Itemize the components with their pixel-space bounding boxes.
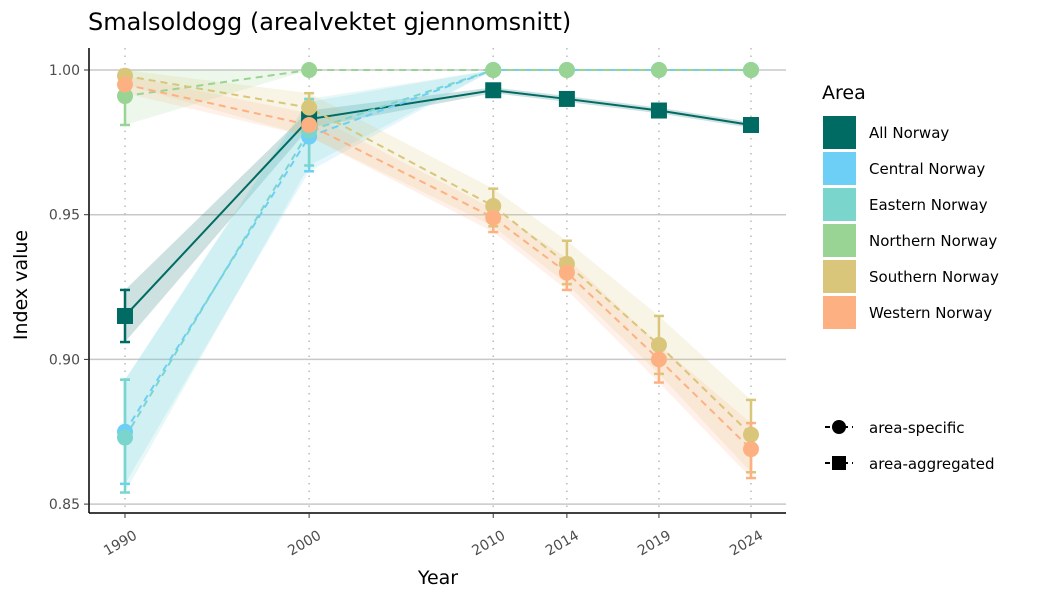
data-point-circle <box>485 209 502 226</box>
y-tick-label: 0.90 <box>49 352 80 368</box>
series-lines <box>124 69 752 450</box>
series-line <box>124 83 752 450</box>
legend-swatch <box>823 116 856 149</box>
legend-title: Area <box>822 82 866 104</box>
ci-ribbon <box>125 70 751 125</box>
data-point-square <box>743 116 759 133</box>
ci-ribbon <box>125 70 751 484</box>
data-point-circle <box>650 62 667 78</box>
legend-shape-label: area-specific <box>869 419 965 437</box>
legend-label: Northern Norway <box>869 232 997 250</box>
data-point-square <box>485 82 502 99</box>
x-axis-label: Year <box>417 567 458 589</box>
legend-swatch <box>823 152 856 185</box>
points <box>117 62 759 458</box>
data-point-circle <box>650 351 667 368</box>
x-tick-label: 2014 <box>543 528 582 560</box>
data-point-circle <box>117 88 133 105</box>
data-point-circle <box>117 76 133 93</box>
data-point-circle <box>485 62 502 78</box>
legend-shape-label: area-aggregated <box>869 455 995 473</box>
x-tick-label: 2010 <box>469 528 508 560</box>
data-point-circle <box>485 198 502 215</box>
ci-ribbon <box>125 87 751 343</box>
legend-swatch <box>823 260 856 293</box>
x-tick-label: 1990 <box>101 528 140 560</box>
legend-swatch <box>823 224 856 257</box>
y-tick-label: 0.95 <box>49 208 80 224</box>
y-axis-label: Index value <box>10 230 32 340</box>
data-point-circle <box>301 99 318 116</box>
data-point-circle <box>301 62 318 78</box>
y-tick-label: 1.00 <box>49 63 80 79</box>
legend-label: Southern Norway <box>869 268 999 286</box>
x-tick-label: 2019 <box>635 528 674 560</box>
legend-label: Western Norway <box>869 304 992 322</box>
data-point-circle <box>301 116 318 133</box>
legend-circle-icon <box>832 420 846 434</box>
data-point-circle <box>743 441 759 458</box>
y-tick-label: 0.85 <box>49 497 80 513</box>
data-point-square <box>558 90 575 107</box>
legend-label: Eastern Norway <box>869 196 988 214</box>
legend-swatch <box>823 296 856 329</box>
legend-swatch <box>823 188 856 221</box>
chart-title: Smalsoldogg (arealvektet gjennomsnitt) <box>88 8 571 36</box>
data-point-circle <box>743 426 759 443</box>
series-line <box>124 69 751 439</box>
series-line <box>124 89 752 317</box>
data-point-circle <box>743 62 759 78</box>
legend-label: All Norway <box>869 124 949 142</box>
legend: All Norway Central Norway Eastern Norway No… <box>823 116 999 473</box>
data-point-square <box>650 102 667 119</box>
legend-square-icon <box>832 456 846 470</box>
data-point-circle <box>558 264 575 281</box>
data-point-circle <box>650 336 667 353</box>
data-point-circle <box>117 429 133 446</box>
legend-label: Central Norway <box>869 160 985 178</box>
x-tick-label: 2000 <box>285 528 324 560</box>
x-tick-label: 2024 <box>727 528 766 560</box>
data-point-square <box>117 307 133 324</box>
data-point-circle <box>558 62 575 78</box>
